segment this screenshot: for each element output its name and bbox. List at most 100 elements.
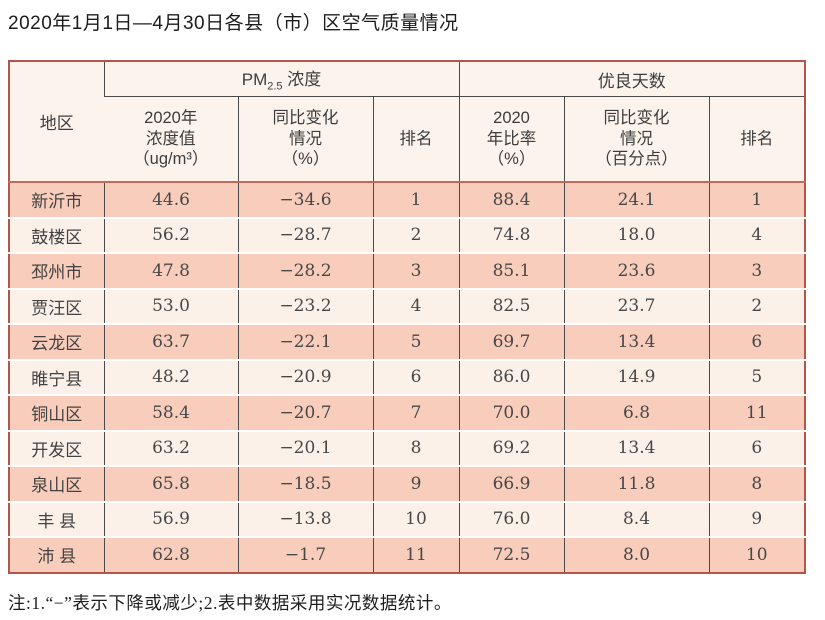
pm-value-cell: 63.2 — [103, 430, 238, 467]
region-cell: 丰 县 — [9, 501, 104, 538]
air-quality-table: 地区 PM2.5 浓度 优良天数 2020年 浓度值 （ug/m³） 同比变化 … — [8, 60, 806, 574]
good-change-cell: 6.8 — [563, 395, 709, 432]
table-row: 贾汪区 53.0 −23.2 4 82.5 23.7 2 — [9, 288, 805, 325]
pm-value-cell: 56.9 — [103, 501, 238, 538]
pm-change-cell: −20.9 — [237, 359, 373, 396]
good-rank-cell: 2 — [708, 288, 805, 325]
good-change-cell: 14.9 — [563, 359, 709, 396]
pm-change-cell: −20.7 — [237, 395, 373, 432]
pm-change-cell: −23.2 — [237, 288, 373, 325]
pm-value-cell: 47.8 — [103, 253, 238, 290]
pm-rank-cell: 3 — [372, 253, 459, 290]
good-rate-cell: 69.7 — [458, 324, 564, 361]
table-row: 泉山区 65.8 −18.5 9 66.9 11.8 8 — [9, 466, 805, 503]
good-change-cell: 18.0 — [563, 217, 709, 254]
pm-rank-cell: 2 — [372, 217, 459, 254]
good-rank-cell: 5 — [708, 359, 805, 396]
good-rank-cell: 6 — [708, 430, 805, 467]
pm-value-cell: 62.8 — [103, 537, 238, 573]
pm-rank-cell: 10 — [372, 501, 459, 538]
good-rank-cell: 11 — [708, 395, 805, 432]
pm25-label-prefix: PM — [241, 70, 268, 90]
good-rate-cell: 74.8 — [458, 217, 564, 254]
pm-value-cell: 48.2 — [103, 359, 238, 396]
pm25-label-suffix: 浓度 — [282, 70, 322, 90]
region-cell: 沛 县 — [9, 537, 104, 573]
pm-value-cell: 65.8 — [103, 466, 238, 503]
pm-change-cell: −28.7 — [237, 217, 373, 254]
good-rank-cell: 3 — [708, 253, 805, 290]
pm-change-cell: −18.5 — [237, 466, 373, 503]
pm-value-cell: 58.4 — [103, 395, 238, 432]
region-cell: 鼓楼区 — [9, 217, 104, 254]
good-rate-cell: 72.5 — [458, 537, 564, 573]
good-rate-cell: 82.5 — [458, 288, 564, 325]
region-cell: 云龙区 — [9, 324, 104, 361]
good-rate-cell: 69.2 — [458, 430, 564, 467]
table-row: 开发区 63.2 −20.1 8 69.2 13.4 6 — [9, 430, 805, 467]
good-rate-cell: 66.9 — [458, 466, 564, 503]
good-change-cell: 23.6 — [563, 253, 709, 290]
good-rank-cell: 4 — [708, 217, 805, 254]
region-cell: 新沂市 — [9, 182, 104, 219]
column-header-region: 地区 — [9, 61, 104, 183]
pm-value-cell: 63.7 — [103, 324, 238, 361]
column-header-good-change: 同比变化 情况 （百分点） — [563, 96, 709, 183]
footnote: 注:1.“−”表示下降或减少;2.表中数据采用实况数据统计。 — [8, 593, 452, 613]
column-header-good-rate: 2020 年比率 （%） — [458, 96, 564, 183]
good-rank-cell: 8 — [708, 466, 805, 503]
pm-value-cell: 44.6 — [103, 182, 238, 219]
good-change-cell: 11.8 — [563, 466, 709, 503]
column-group-good-days: 优良天数 — [458, 61, 805, 97]
pm-value-cell: 56.2 — [103, 217, 238, 254]
column-header-pm-value: 2020年 浓度值 （ug/m³） — [104, 96, 238, 183]
pm-rank-cell: 1 — [372, 182, 459, 219]
good-rate-cell: 85.1 — [458, 253, 564, 290]
good-rank-cell: 1 — [708, 182, 805, 219]
table-row: 鼓楼区 56.2 −28.7 2 74.8 18.0 4 — [9, 217, 805, 254]
pm25-label-subscript: 2.5 — [267, 80, 283, 93]
column-header-good-rank: 排名 — [708, 96, 805, 183]
good-change-cell: 8.4 — [563, 501, 709, 538]
region-cell: 睢宁县 — [9, 359, 104, 396]
pm-rank-cell: 9 — [372, 466, 459, 503]
pm-change-cell: −22.1 — [237, 324, 373, 361]
pm-rank-cell: 5 — [372, 324, 459, 361]
pm-rank-cell: 7 — [372, 395, 459, 432]
good-change-cell: 13.4 — [563, 324, 709, 361]
good-change-cell: 8.0 — [563, 537, 709, 573]
pm-rank-cell: 8 — [372, 430, 459, 467]
table-row: 新沂市 44.6 −34.6 1 88.4 24.1 1 — [9, 182, 805, 219]
good-change-cell: 13.4 — [563, 430, 709, 467]
pm-change-cell: −1.7 — [237, 537, 373, 573]
table-group-header-row: 地区 PM2.5 浓度 优良天数 — [9, 61, 805, 183]
pm-change-cell: −34.6 — [237, 182, 373, 219]
table-row: 丰 县 56.9 −13.8 10 76.0 8.4 9 — [9, 501, 805, 538]
good-rank-cell: 9 — [708, 501, 805, 538]
table-sub-header-row: 2020年 浓度值 （ug/m³） 同比变化 情况 （%） 排名 2020 年比… — [9, 96, 805, 183]
region-cell: 铜山区 — [9, 395, 104, 432]
column-header-pm-rank: 排名 — [372, 96, 459, 183]
good-change-cell: 23.7 — [563, 288, 709, 325]
region-cell: 邳州市 — [9, 253, 104, 290]
good-rate-cell: 88.4 — [458, 182, 564, 219]
table-row: 睢宁县 48.2 −20.9 6 86.0 14.9 5 — [9, 359, 805, 396]
good-rank-cell: 6 — [708, 324, 805, 361]
pm-rank-cell: 4 — [372, 288, 459, 325]
pm-rank-cell: 6 — [372, 359, 459, 396]
pm-change-cell: −13.8 — [237, 501, 373, 538]
region-cell: 泉山区 — [9, 466, 104, 503]
good-rate-cell: 86.0 — [458, 359, 564, 396]
pm-change-cell: −28.2 — [237, 253, 373, 290]
pm-change-cell: −20.1 — [237, 430, 373, 467]
good-rate-cell: 70.0 — [458, 395, 564, 432]
table-row: 沛 县 62.8 −1.7 11 72.5 8.0 10 — [9, 537, 805, 573]
good-change-cell: 24.1 — [563, 182, 709, 219]
table-row: 云龙区 63.7 −22.1 5 69.7 13.4 6 — [9, 324, 805, 361]
good-rate-cell: 76.0 — [458, 501, 564, 538]
pm-value-cell: 53.0 — [103, 288, 238, 325]
table-row: 铜山区 58.4 −20.7 7 70.0 6.8 11 — [9, 395, 805, 432]
page-title: 2020年1月1日—4月30日各县（市）区空气质量情况 — [8, 13, 459, 34]
pm-rank-cell: 11 — [372, 537, 459, 573]
region-cell: 贾汪区 — [9, 288, 104, 325]
